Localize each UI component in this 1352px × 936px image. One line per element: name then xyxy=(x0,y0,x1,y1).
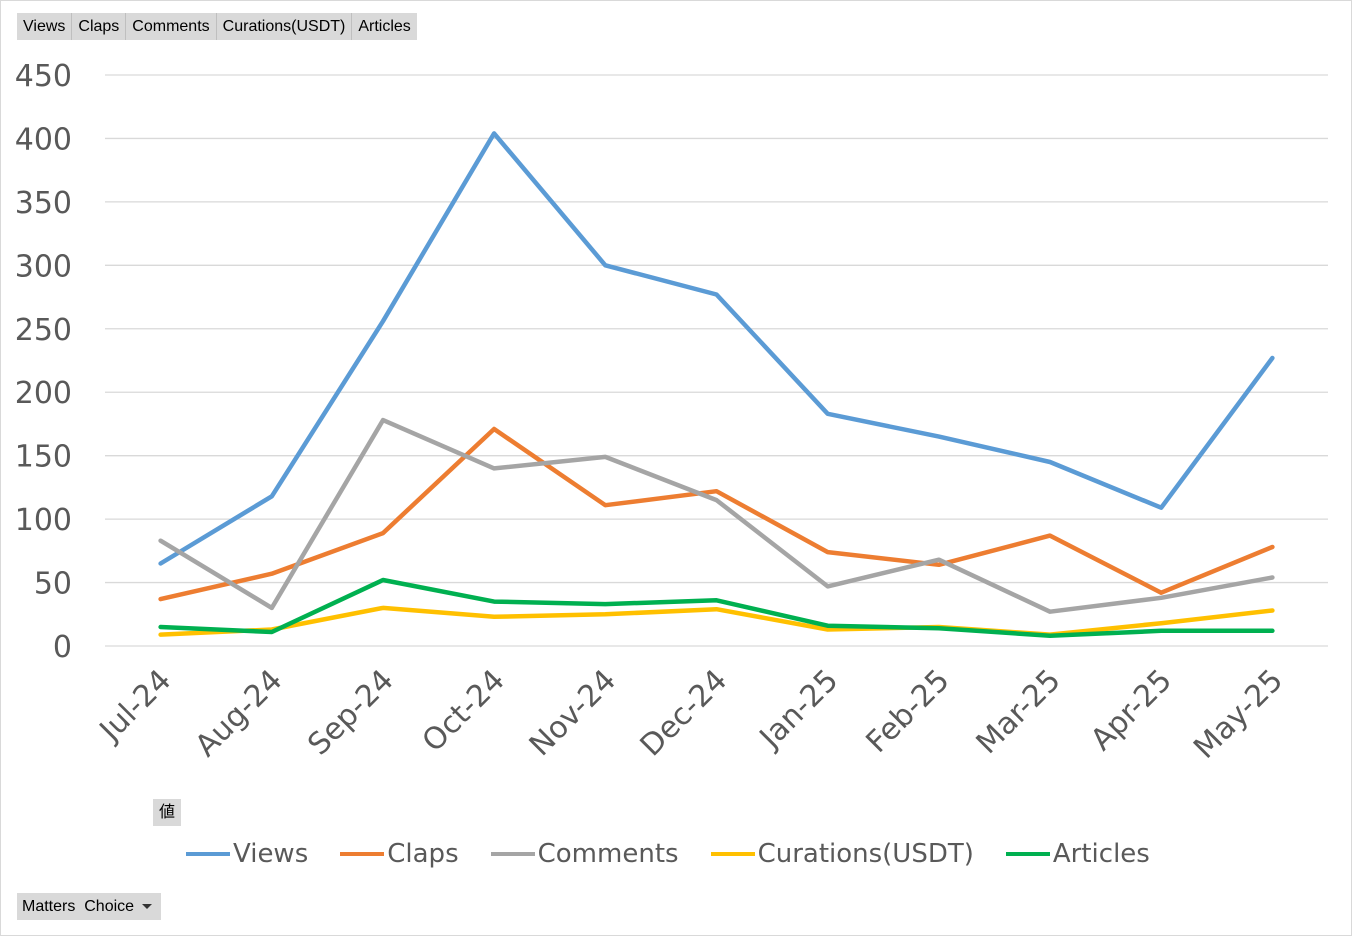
field-button-articles[interactable]: Articles xyxy=(352,13,417,40)
y-tick-label: 450 xyxy=(15,59,72,94)
legend-label-articles: Articles xyxy=(1052,839,1150,869)
y-tick-label: 200 xyxy=(15,376,72,411)
x-tick-label: May-25 xyxy=(1187,663,1290,766)
field-button-comments[interactable]: Comments xyxy=(126,13,217,40)
legend-label-comments: Comments xyxy=(537,839,679,869)
y-tick-label: 100 xyxy=(15,503,72,538)
series-line-comments xyxy=(158,417,1275,614)
values-field-button[interactable]: 値 xyxy=(153,799,181,826)
series-line-views xyxy=(158,131,1275,566)
y-axis-tick-labels: 0 50 100 150 200 250 300 350 400 450 xyxy=(15,59,72,665)
series-lines xyxy=(158,131,1275,639)
y-tick-label: 400 xyxy=(15,122,72,157)
legend-label-curations: Curations(USDT) xyxy=(757,839,974,869)
legend-label-views: Views xyxy=(233,839,309,869)
dropdown-arrow-icon xyxy=(142,904,152,909)
series-line-curations-usdt xyxy=(158,605,1275,637)
filter-label: Matters Choice xyxy=(22,898,135,915)
legend-swatch-articles xyxy=(1005,852,1050,856)
series-line-claps xyxy=(158,426,1275,602)
x-axis-tick-labels: Jul-24 Aug-24 Sep-24 Oct-24 Nov-24 Dec-24 Jan-… xyxy=(92,663,1290,766)
series-line-articles xyxy=(158,577,1275,639)
y-tick-label: 300 xyxy=(15,249,72,284)
x-tick-label: Jan-25 xyxy=(752,663,846,757)
legend-item-claps[interactable]: Claps xyxy=(340,839,459,869)
y-tick-label: 350 xyxy=(15,186,72,221)
x-tick-label: Sep-24 xyxy=(301,663,400,762)
legend-item-curations[interactable]: Curations(USDT) xyxy=(710,839,974,869)
x-tick-label: Apr-25 xyxy=(1084,663,1179,758)
legend-item-articles[interactable]: Articles xyxy=(1005,839,1150,869)
legend-swatch-claps xyxy=(340,852,385,856)
legend-swatch-comments xyxy=(490,852,535,856)
x-tick-label: Nov-24 xyxy=(523,663,623,763)
legend-swatch-curations xyxy=(710,852,755,856)
y-tick-label: 50 xyxy=(34,567,72,602)
x-tick-label: Oct-24 xyxy=(416,663,512,759)
legend: Views Claps Comments Curations(USDT) Art… xyxy=(186,836,1182,872)
field-button-views[interactable]: Views xyxy=(17,13,73,40)
x-tick-label: Feb-25 xyxy=(860,663,957,760)
legend-item-comments[interactable]: Comments xyxy=(490,839,679,869)
legend-swatch-views xyxy=(186,852,230,856)
gridlines xyxy=(105,74,1328,647)
x-tick-label: Dec-24 xyxy=(634,663,734,763)
field-button-claps[interactable]: Claps xyxy=(72,13,127,40)
y-tick-label: 150 xyxy=(15,440,72,475)
field-button-bar: Views Claps Comments Curations(USDT) Art… xyxy=(17,13,417,40)
legend-label-claps: Claps xyxy=(387,839,459,869)
y-tick-label: 250 xyxy=(15,313,72,348)
x-tick-label: Mar-25 xyxy=(970,663,1068,761)
y-tick-label: 0 xyxy=(53,630,72,665)
x-tick-label: Aug-24 xyxy=(189,663,290,764)
x-tick-label: Jul-24 xyxy=(92,663,178,749)
filter-dropdown[interactable]: Matters Choice xyxy=(17,893,161,920)
field-button-curations[interactable]: Curations(USDT) xyxy=(216,13,353,40)
legend-item-views[interactable]: Views xyxy=(186,839,308,869)
